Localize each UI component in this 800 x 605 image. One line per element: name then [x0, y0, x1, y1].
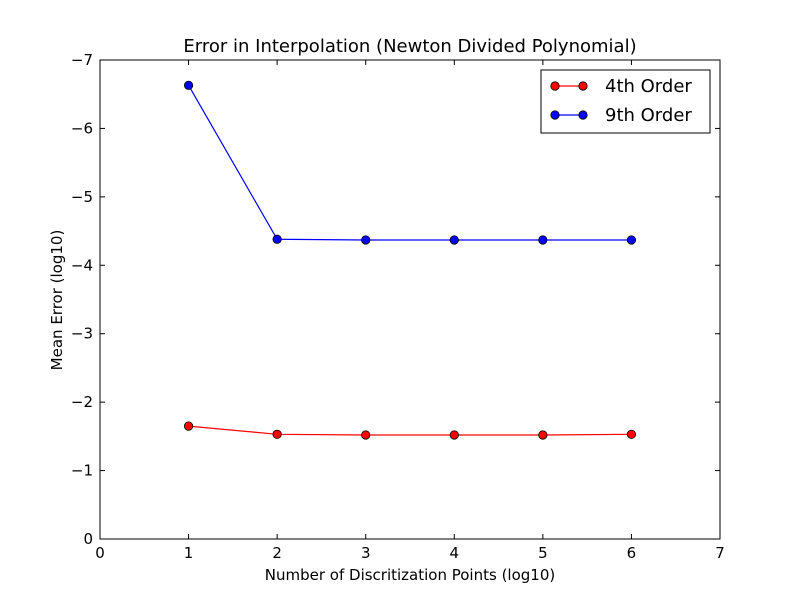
data-point-9th-order [272, 234, 282, 244]
y-tick-label: −5 [71, 188, 93, 206]
y-axis-label: Mean Error (log10) [48, 230, 66, 371]
data-point-4th-order [538, 430, 548, 440]
data-point-9th-order [449, 235, 459, 245]
y-axis: 0 −1 −2 −3 −4 −5 −6 −7 [71, 51, 720, 548]
data-point-9th-order [183, 80, 194, 90]
legend-box [540, 69, 711, 134]
data-point-4th-order [272, 429, 282, 439]
series-line-4th-order [188, 425, 632, 436]
x-tick-label: 1 [184, 544, 194, 562]
y-tick-label: 0 [83, 530, 93, 548]
y-tick-label: −7 [71, 51, 93, 69]
legend-label-4th-order: 4th Order [605, 76, 692, 97]
legend: 4th Order 9th Order [540, 69, 711, 134]
x-tick-label: 6 [627, 544, 637, 562]
legend-marker-4th-order [578, 81, 588, 91]
chart-title: Error in Interpolation (Newton Divided P… [183, 36, 636, 57]
y-tick-label: −4 [71, 256, 93, 274]
x-tick-label: 5 [538, 544, 548, 562]
y-tick-label: −2 [71, 393, 93, 411]
legend-marker-9th-order [578, 110, 588, 120]
legend-marker-4th-order [550, 81, 560, 91]
y-tick-label: −1 [71, 462, 93, 480]
x-axis-label: Number of Discritization Points (log10) [265, 566, 555, 584]
y-tick-label: −6 [71, 119, 93, 137]
series-line-9th-order [188, 85, 632, 241]
x-tick-label: 2 [272, 544, 282, 562]
data-point-9th-order [538, 235, 548, 245]
legend-marker-9th-order [550, 110, 560, 120]
plot-frame [99, 59, 721, 540]
data-point-9th-order [626, 235, 637, 245]
x-tick-label: 0 [95, 544, 105, 562]
data-point-4th-order [183, 421, 194, 431]
x-tick-label: 7 [715, 544, 725, 562]
data-point-4th-order [449, 430, 459, 440]
data-point-9th-order [361, 235, 371, 245]
x-axis: 0 1 2 3 4 5 6 7 [95, 60, 725, 562]
y-tick-label: −3 [71, 325, 93, 343]
data-point-4th-order [626, 429, 637, 439]
x-tick-label: 3 [361, 544, 371, 562]
x-tick-label: 4 [450, 544, 460, 562]
legend-label-9th-order: 9th Order [605, 105, 692, 126]
plot-area [99, 59, 721, 540]
series-layer [183, 80, 637, 440]
data-point-4th-order [361, 430, 371, 440]
